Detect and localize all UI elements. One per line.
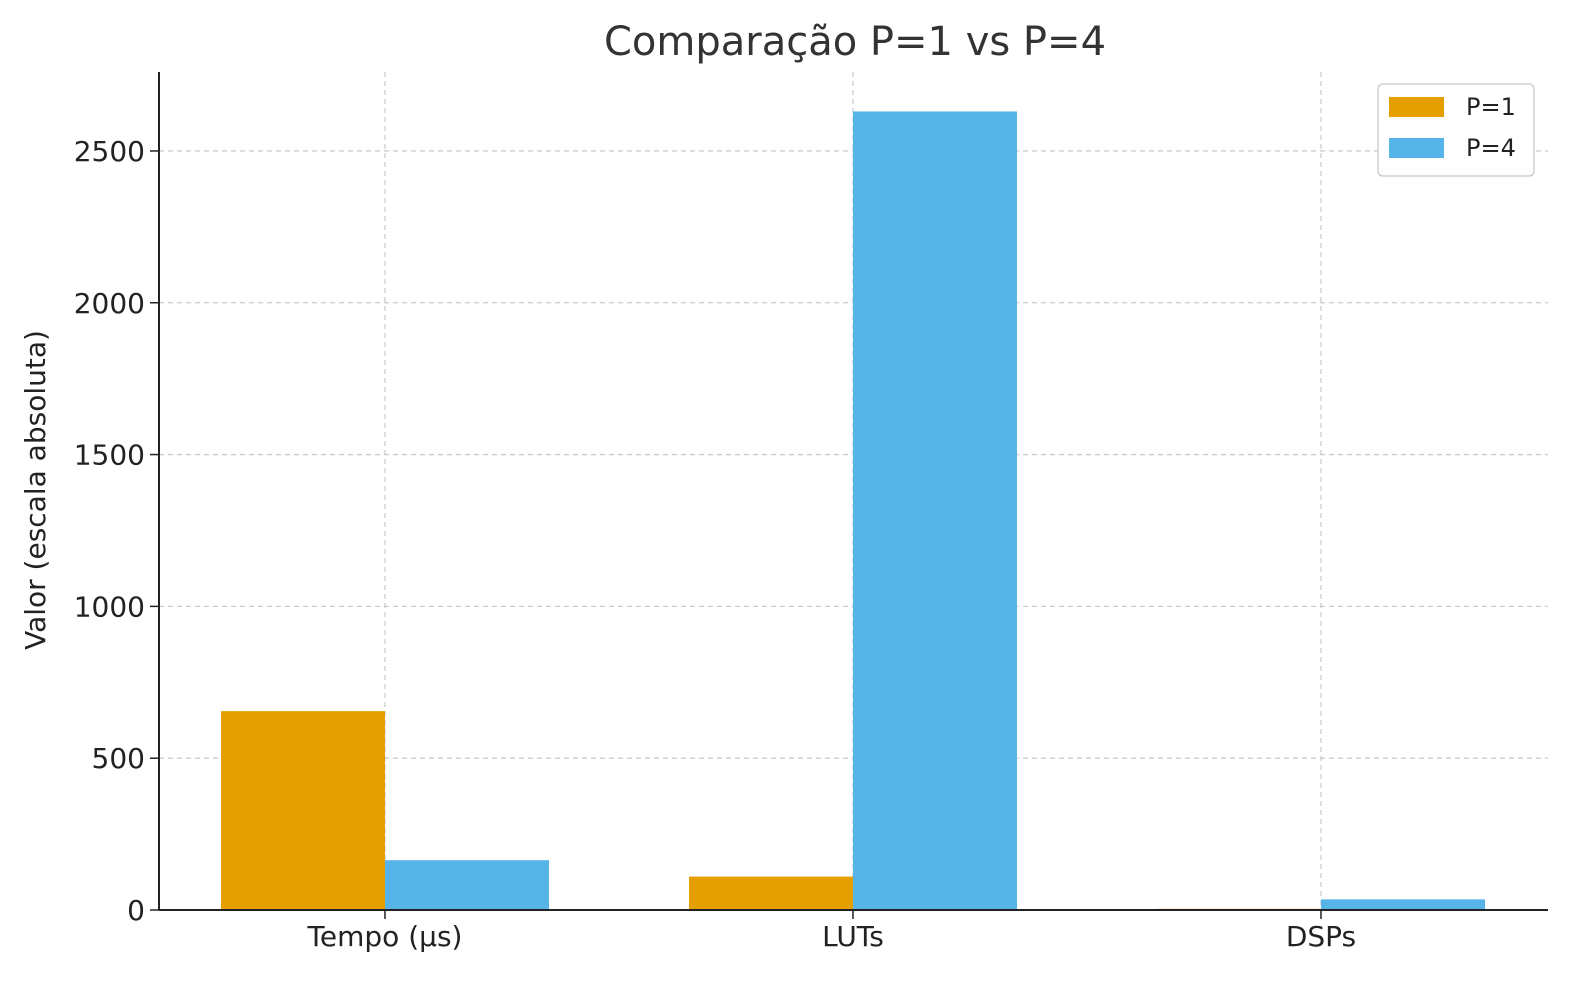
legend-label: P=1 — [1466, 93, 1516, 121]
x-tick-label: DSPs — [1286, 920, 1356, 953]
y-tick-label: 2500 — [74, 135, 145, 168]
legend-label: P=4 — [1466, 134, 1516, 162]
chart-title: Comparação P=1 vs P=4 — [604, 19, 1106, 65]
y-tick-label: 1000 — [74, 590, 145, 623]
bar-p4-0 — [385, 860, 549, 910]
legend-swatch — [1389, 138, 1444, 158]
bar-p4-1 — [853, 111, 1017, 911]
y-axis-label: Valor (escala absoluta) — [19, 330, 52, 650]
bars — [221, 111, 1485, 911]
x-tick-label: Tempo (µs) — [307, 920, 463, 953]
bar-p1-1 — [689, 876, 853, 910]
x-tick-label: LUTs — [822, 920, 884, 953]
legend: P=1P=4 — [1377, 83, 1535, 177]
y-tick-label: 2000 — [74, 287, 145, 320]
axes — [150, 72, 1548, 919]
legend-swatch — [1389, 97, 1444, 117]
bar-p4-2 — [1321, 899, 1485, 910]
y-tick-label: 500 — [92, 742, 145, 775]
y-tick-label: 0 — [127, 894, 145, 927]
y-tick-label: 1500 — [74, 439, 145, 472]
tick-labels: 0 500 1000 1500 2000 2500 Tempo (µs) LUTs DSPs — [74, 135, 1356, 953]
bar-p1-0 — [221, 711, 385, 910]
